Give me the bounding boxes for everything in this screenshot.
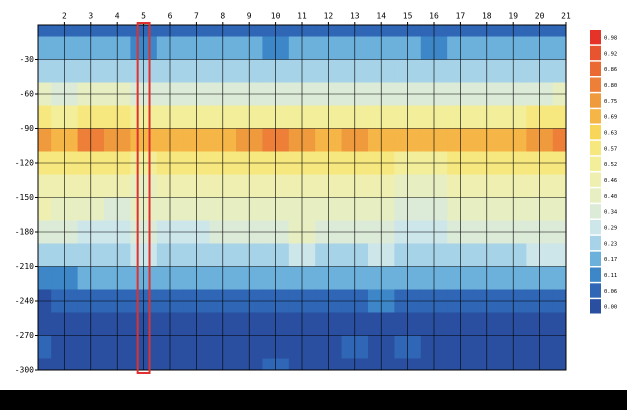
contour-cell xyxy=(552,312,566,336)
x-tick-label: 15 xyxy=(403,12,413,21)
x-tick-label: 9 xyxy=(247,12,252,21)
x-tick-label: 4 xyxy=(115,12,120,21)
grid xyxy=(38,25,567,371)
y-tick-label: -240 xyxy=(15,297,34,306)
y-tick-label: -90 xyxy=(20,124,35,133)
contour-cell xyxy=(38,358,52,370)
color-swatch xyxy=(590,45,601,61)
y-tick-label: -60 xyxy=(20,90,35,99)
y-tick-label: -270 xyxy=(15,331,34,340)
contour-cell xyxy=(38,312,52,336)
x-tick-label: 20 xyxy=(535,12,545,21)
contour-cell xyxy=(38,266,52,290)
x-tick-label: 6 xyxy=(168,12,173,21)
contour-cell xyxy=(552,59,566,83)
contour-cell xyxy=(38,59,52,83)
x-tick-label: 8 xyxy=(220,12,225,21)
color-bar-label: 0.29 xyxy=(604,225,617,231)
color-swatch xyxy=(590,172,601,187)
color-swatch xyxy=(590,283,601,298)
x-tick-label: 3 xyxy=(88,12,93,21)
contour-cell xyxy=(552,25,566,37)
contour-cell xyxy=(552,243,566,267)
color-bar-label: 0.23 xyxy=(604,241,617,247)
color-bar-label: 0.86 xyxy=(604,67,617,73)
contour-cell xyxy=(552,335,566,359)
contour-cell xyxy=(552,105,566,129)
x-tick-label: 2 xyxy=(62,12,67,21)
contour-cell xyxy=(552,358,566,370)
color-bar-label: 0.52 xyxy=(604,162,617,168)
color-bar-label: 0.00 xyxy=(604,305,617,311)
contour-cell xyxy=(38,243,52,267)
contour-cell xyxy=(552,197,566,221)
bottom-bar xyxy=(0,390,627,410)
column-highlight xyxy=(136,22,151,374)
x-tick-label: 14 xyxy=(376,12,386,21)
x-tick-label: 12 xyxy=(324,12,334,21)
color-bar-label: 0.34 xyxy=(604,210,618,216)
color-swatch xyxy=(590,30,601,45)
y-tick-label: -210 xyxy=(15,262,34,271)
x-tick-label: 13 xyxy=(350,12,360,21)
color-bar-label: 0.80 xyxy=(604,83,617,89)
color-swatch xyxy=(590,125,601,140)
color-swatch xyxy=(590,77,601,92)
color-swatch xyxy=(590,61,601,76)
x-tick-label: 21 xyxy=(561,12,571,21)
y-tick-label: -150 xyxy=(15,193,34,202)
contour-cell xyxy=(38,36,52,60)
contour-cell xyxy=(38,197,52,221)
contour-cell xyxy=(38,335,52,359)
x-tick-label: 18 xyxy=(482,12,492,21)
color-swatch xyxy=(590,267,601,282)
contour-cell xyxy=(38,105,52,129)
color-bar-label: 0.11 xyxy=(604,273,617,279)
color-swatch xyxy=(590,109,601,124)
color-bar-label: 0.46 xyxy=(604,178,617,184)
x-tick-label: 5 xyxy=(141,12,146,21)
contour-cell xyxy=(552,174,566,198)
x-tick-label: 10 xyxy=(271,12,281,21)
color-bar-label: 0.63 xyxy=(604,130,617,136)
x-tick-label: 17 xyxy=(456,12,466,21)
y-tick-label: -120 xyxy=(15,159,34,168)
contour-cell xyxy=(552,36,566,60)
contour-cell xyxy=(38,128,52,152)
color-swatch xyxy=(590,93,601,108)
color-swatch xyxy=(590,235,601,251)
color-swatch xyxy=(590,204,601,219)
color-bar-label: 0.92 xyxy=(604,51,617,57)
y-tick-label: -30 xyxy=(20,55,35,64)
color-swatch xyxy=(590,251,601,266)
y-tick-label: -300 xyxy=(15,366,34,375)
color-bar-label: 0.40 xyxy=(604,194,617,200)
color-bar-label: 0.06 xyxy=(604,289,617,295)
axes: 2 3 4 5 6 7 8 9 10 11 12 13 14 15 16 17 18 19 20 21 -30 -60 -9… xyxy=(15,12,571,375)
color-bar-label: 0.17 xyxy=(604,257,617,263)
color-swatch xyxy=(590,140,601,156)
x-tick-label: 7 xyxy=(194,12,199,21)
color-swatch xyxy=(590,220,601,235)
contour-cell xyxy=(552,128,566,152)
color-bar-label: 0.69 xyxy=(604,115,617,121)
color-bar-label: 0.75 xyxy=(604,99,617,105)
color-swatch xyxy=(590,188,601,203)
color-swatch xyxy=(590,299,601,314)
color-bar-label: 0.98 xyxy=(604,35,617,41)
x-tick-label: 16 xyxy=(429,12,439,21)
x-tick-label: 11 xyxy=(297,12,307,21)
y-tick-label: -180 xyxy=(15,228,34,237)
color-swatch xyxy=(590,156,601,171)
contour-cell xyxy=(38,174,52,198)
contour-cell xyxy=(552,266,566,290)
x-tick-label: 19 xyxy=(508,12,518,21)
contour-cell xyxy=(38,25,52,37)
color-bar-label: 0.57 xyxy=(604,146,617,152)
color-bar: 0.00 0.06 0.11 0.17 0.23 0.29 0.34 0.40 0.46 0.52… xyxy=(590,30,618,314)
